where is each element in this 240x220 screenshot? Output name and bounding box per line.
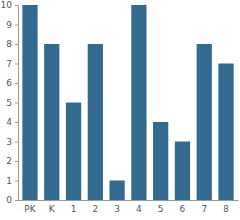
tick: 6 — [180, 204, 186, 214]
tick: 0 — [6, 195, 18, 205]
tick: 9 — [6, 20, 18, 30]
tick: 7 — [6, 59, 18, 69]
tick-label: 8 — [6, 39, 12, 49]
axis-line — [15, 6, 19, 201]
bar — [153, 122, 168, 200]
tick: 2 — [92, 204, 98, 214]
chart: 0 1 2 3 4 5 6 7 8 9 10 PK K 1 2 3 4 5 6 7 8 — [0, 0, 240, 220]
tick-label: 3 — [6, 137, 12, 147]
bar — [109, 181, 124, 201]
tick-mark — [15, 200, 18, 201]
bar — [175, 142, 190, 201]
tick-label: 1 — [71, 204, 77, 214]
tick-label: PK — [24, 204, 36, 214]
tick: 3 — [114, 204, 120, 214]
tick-mark — [15, 5, 18, 6]
tick-label: 1 — [6, 176, 12, 186]
tick: 4 — [6, 117, 18, 127]
tick-label: 7 — [6, 59, 12, 69]
tick: 3 — [6, 137, 18, 147]
tick-label: 9 — [6, 20, 12, 30]
tick: K — [49, 204, 56, 214]
tick-mark — [15, 25, 18, 26]
tick: 5 — [6, 98, 18, 108]
bar — [44, 44, 59, 200]
tick: 2 — [6, 156, 18, 166]
tick-mark — [15, 103, 18, 104]
tick: 1 — [6, 176, 18, 186]
tick-label: 5 — [158, 204, 164, 214]
tick-label: 10 — [1, 0, 13, 10]
bar — [66, 103, 81, 201]
tick-label: 5 — [6, 98, 12, 108]
tick-mark — [15, 44, 18, 45]
tick-label: 3 — [114, 204, 120, 214]
tick: 4 — [136, 204, 142, 214]
tick-label: 2 — [6, 156, 12, 166]
tick-mark — [15, 83, 18, 84]
bar — [218, 64, 233, 201]
tick: 8 — [223, 204, 229, 214]
y-axis: 0 1 2 3 4 5 6 7 8 9 10 — [1, 0, 19, 205]
tick: PK — [24, 204, 36, 214]
tick-label: 4 — [6, 117, 12, 127]
tick-label: 0 — [6, 195, 12, 205]
tick-label: 6 — [180, 204, 186, 214]
bars — [22, 5, 233, 200]
tick-mark — [15, 142, 18, 143]
tick-label: 2 — [92, 204, 98, 214]
plot-area: 0 1 2 3 4 5 6 7 8 9 10 PK K 1 2 3 4 5 6 7 8 — [1, 0, 239, 214]
axis-line — [19, 200, 239, 201]
tick: 5 — [158, 204, 164, 214]
tick: 7 — [201, 204, 207, 214]
x-axis: PK K 1 2 3 4 5 6 7 8 — [19, 201, 239, 215]
tick: 6 — [6, 78, 18, 88]
tick-mark — [15, 64, 18, 65]
bar — [197, 44, 212, 200]
tick-label: 7 — [201, 204, 207, 214]
tick-label: 6 — [6, 78, 12, 88]
tick-label: 8 — [223, 204, 229, 214]
tick: 10 — [1, 0, 18, 10]
bar — [22, 5, 37, 200]
tick: 8 — [6, 39, 18, 49]
tick-mark — [15, 161, 18, 162]
bar — [88, 44, 103, 200]
tick-mark — [15, 181, 18, 182]
tick: 1 — [71, 204, 77, 214]
tick-label: 4 — [136, 204, 142, 214]
bar — [131, 5, 146, 200]
tick-label: K — [49, 204, 56, 214]
tick-mark — [15, 122, 18, 123]
